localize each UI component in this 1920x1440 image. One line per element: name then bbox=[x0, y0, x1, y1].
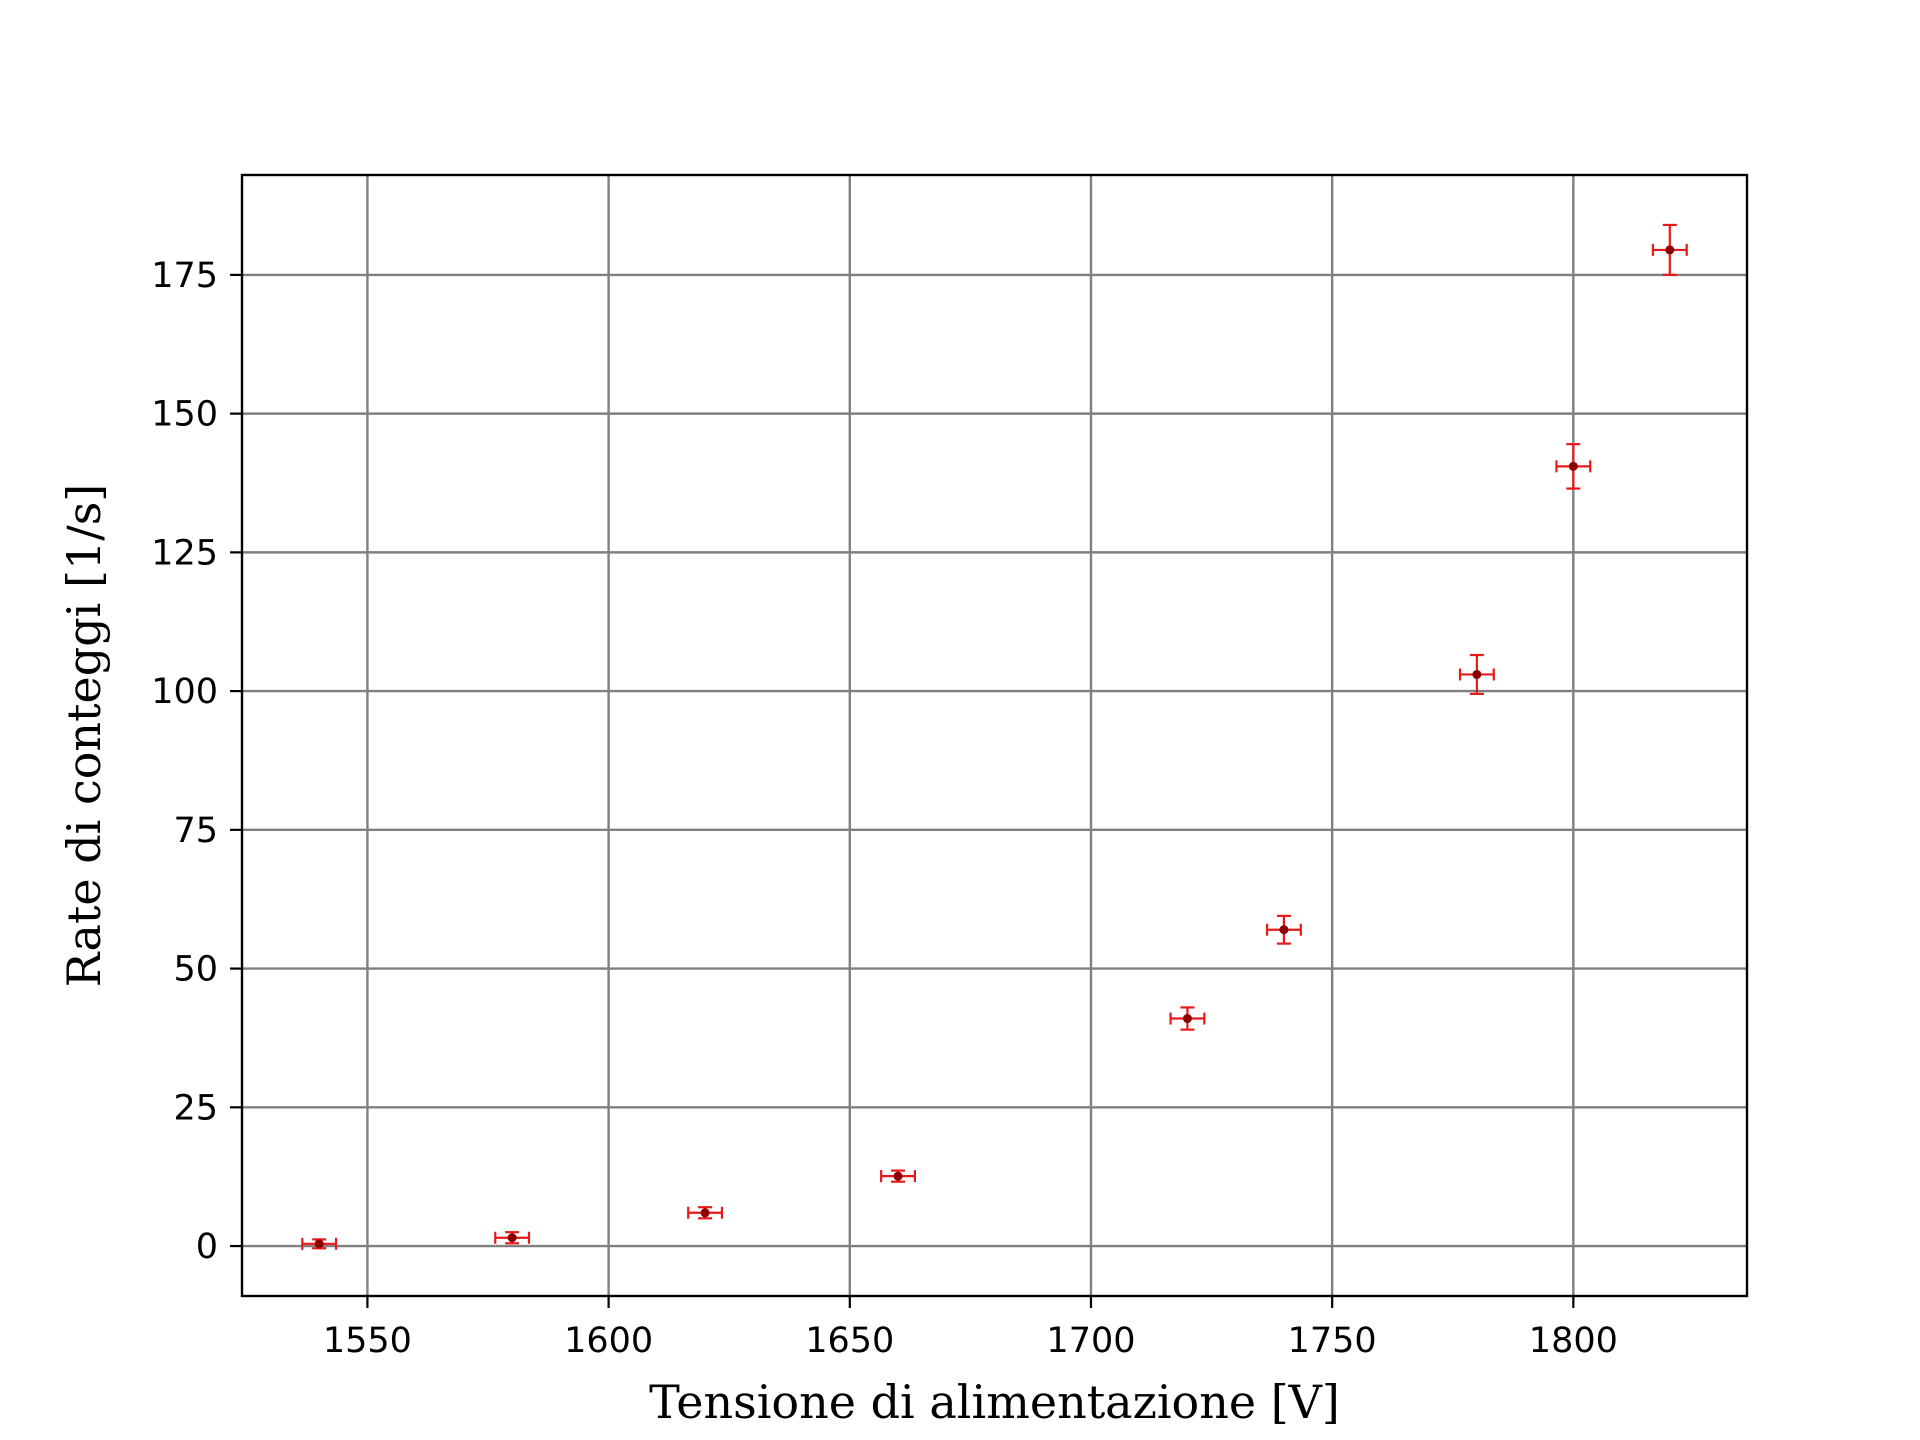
x-axis-ticks: 1550 1600 1650 1700 1750 1800 bbox=[323, 1296, 1618, 1361]
y-tick-label: 25 bbox=[173, 1088, 218, 1128]
data-marker bbox=[314, 1239, 324, 1249]
data-point bbox=[1458, 653, 1495, 695]
plot-frame bbox=[240, 173, 1749, 1298]
data-points bbox=[301, 223, 1688, 1250]
data-point bbox=[1169, 1006, 1206, 1031]
x-axis-title: Tensione di alimentazione [V] bbox=[649, 1375, 1340, 1429]
y-tick-label: 75 bbox=[173, 811, 218, 851]
data-point bbox=[1265, 914, 1302, 945]
x-tick-label: 1600 bbox=[564, 1321, 653, 1361]
y-tick-label: 125 bbox=[151, 533, 218, 573]
y-tick-label: 50 bbox=[173, 950, 218, 990]
y-tick-label: 0 bbox=[196, 1227, 218, 1267]
data-marker bbox=[1568, 461, 1578, 471]
data-point bbox=[494, 1231, 531, 1245]
y-axis-title: Rate di conteggi [1/s] bbox=[57, 484, 111, 988]
x-tick-label: 1750 bbox=[1288, 1321, 1377, 1361]
y-tick-label: 150 bbox=[151, 395, 218, 435]
x-tick-label: 1700 bbox=[1046, 1321, 1135, 1361]
data-point bbox=[301, 1237, 338, 1250]
y-tick-label: 175 bbox=[151, 256, 218, 296]
data-marker bbox=[1182, 1014, 1192, 1024]
data-marker bbox=[1472, 669, 1482, 679]
data-point bbox=[1651, 223, 1688, 276]
data-marker bbox=[1665, 245, 1675, 255]
data-marker bbox=[507, 1233, 517, 1243]
data-marker bbox=[893, 1171, 903, 1181]
x-tick-label: 1650 bbox=[805, 1321, 894, 1361]
x-tick-label: 1800 bbox=[1529, 1321, 1618, 1361]
data-point bbox=[1555, 443, 1592, 490]
y-tick-label: 100 bbox=[151, 672, 218, 712]
data-point bbox=[880, 1169, 917, 1183]
y-axis-ticks: 0 25 50 75 100 125 150 175 bbox=[151, 256, 242, 1267]
data-marker bbox=[700, 1208, 710, 1218]
grid-lines bbox=[242, 175, 1747, 1296]
data-point bbox=[687, 1206, 724, 1220]
data-marker bbox=[1279, 925, 1289, 935]
x-tick-label: 1550 bbox=[323, 1321, 412, 1361]
